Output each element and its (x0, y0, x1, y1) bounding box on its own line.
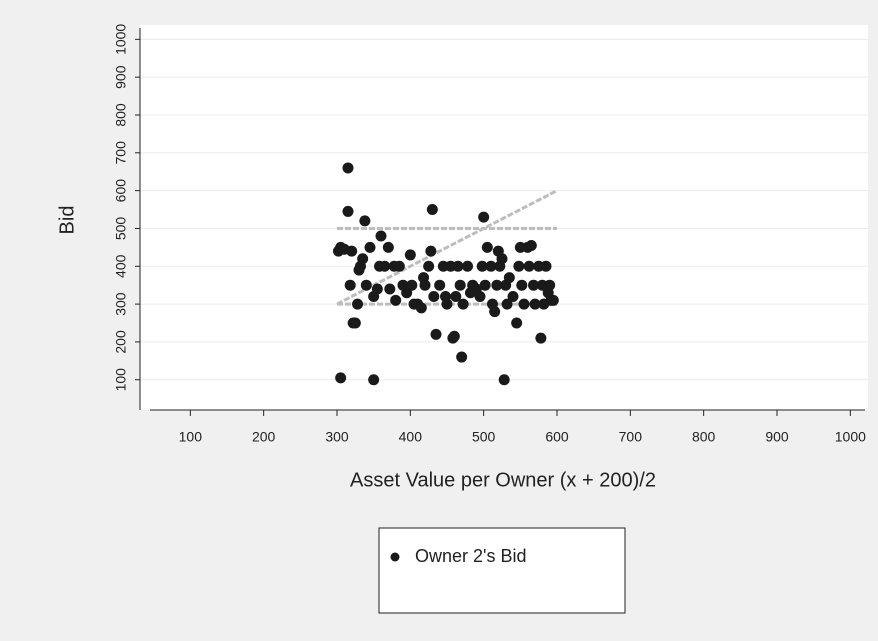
point (404, 249, 416, 261)
point (375, 230, 387, 242)
point (489, 306, 501, 318)
y-tick-label: 600 (113, 179, 129, 203)
point (430, 328, 442, 340)
point (462, 260, 474, 272)
point (406, 279, 418, 291)
x-axis-label: Asset Value per Owner (x + 200)/2 (350, 469, 656, 491)
point (485, 260, 497, 272)
y-tick-label: 300 (113, 292, 129, 316)
point (426, 204, 438, 216)
y-tick-label: 100 (113, 368, 129, 392)
point (535, 332, 547, 344)
point (335, 372, 347, 384)
point (450, 291, 462, 303)
point (349, 317, 361, 329)
point (344, 279, 356, 291)
point (479, 279, 491, 291)
point (419, 279, 431, 291)
y-tick-label: 200 (113, 330, 129, 354)
x-tick-label: 600 (545, 429, 569, 445)
point (342, 205, 354, 217)
y-tick-label: 400 (113, 254, 129, 278)
point (452, 260, 464, 272)
point (360, 279, 372, 291)
point (491, 279, 503, 291)
legend-label: Owner 2's Bid (415, 546, 526, 566)
x-tick-label: 200 (252, 429, 276, 445)
y-tick-label: 500 (113, 217, 129, 241)
point (428, 291, 440, 303)
point (516, 279, 528, 291)
point (547, 294, 559, 306)
legend-marker (390, 552, 400, 562)
point (476, 260, 488, 272)
point (454, 279, 466, 291)
point (379, 260, 391, 272)
point (423, 260, 435, 272)
point (415, 302, 427, 314)
point (368, 374, 380, 386)
point (518, 298, 530, 310)
y-axis-label: Bid (56, 206, 78, 235)
point (501, 298, 513, 310)
point (357, 253, 369, 265)
point (457, 298, 469, 310)
y-tick-label: 800 (113, 103, 129, 127)
point (425, 245, 437, 257)
point (364, 241, 376, 253)
y-tick-label: 1000 (113, 24, 129, 55)
point (474, 291, 486, 303)
point (371, 283, 383, 295)
point (511, 317, 523, 329)
point (384, 283, 396, 295)
point (496, 253, 508, 265)
y-tick-label: 900 (113, 65, 129, 89)
point (529, 298, 541, 310)
legend (378, 527, 626, 614)
point (448, 330, 460, 342)
x-tick-label: 1000 (835, 429, 866, 445)
x-tick-label: 400 (399, 429, 423, 445)
point (441, 298, 453, 310)
point (528, 279, 540, 291)
point (544, 279, 556, 291)
y-tick-label: 700 (113, 141, 129, 165)
x-tick-label: 100 (179, 429, 203, 445)
point (525, 239, 537, 251)
point (434, 279, 446, 291)
point (523, 260, 535, 272)
point (352, 298, 364, 310)
point (346, 245, 358, 257)
x-tick-label: 900 (765, 429, 789, 445)
point (513, 260, 525, 272)
point (507, 291, 519, 303)
point (359, 215, 371, 227)
point (342, 162, 354, 174)
point (393, 260, 405, 272)
point (478, 211, 490, 223)
point (481, 241, 493, 253)
x-tick-label: 800 (692, 429, 716, 445)
point (382, 241, 394, 253)
point (540, 260, 552, 272)
x-tick-label: 300 (325, 429, 349, 445)
point (498, 374, 510, 386)
x-tick-label: 700 (619, 429, 643, 445)
point (503, 272, 515, 284)
point (390, 294, 402, 306)
point (456, 351, 468, 363)
x-tick-label: 500 (472, 429, 496, 445)
